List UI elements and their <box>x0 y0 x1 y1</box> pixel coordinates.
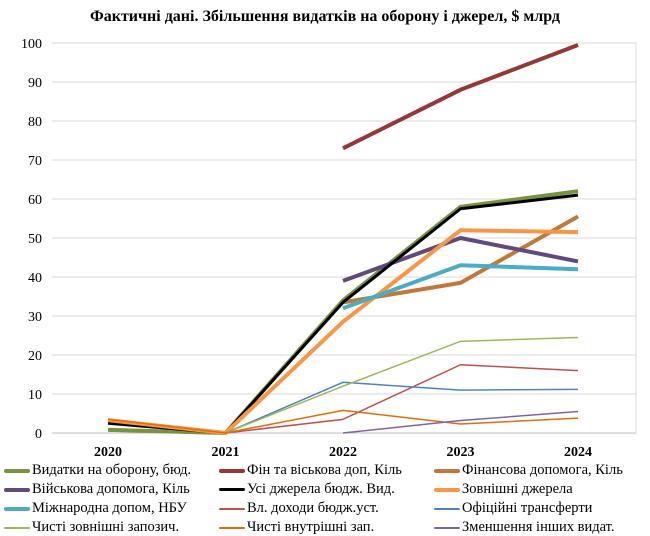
series-line-5 <box>107 228 579 435</box>
legend-item: Видатки на оборону, бюд. <box>4 462 219 479</box>
series-line-0 <box>107 189 579 435</box>
y-tick-label: 40 <box>28 271 42 286</box>
y-tick-label: 80 <box>28 115 42 130</box>
legend-swatch <box>434 487 460 492</box>
y-tick-label: 90 <box>28 76 42 91</box>
series-line-9 <box>225 336 579 434</box>
legend-item: Фінансова допомога, Кіль <box>434 462 650 479</box>
series-line-3 <box>342 236 579 283</box>
legend-swatch <box>219 507 245 510</box>
series-line-10 <box>107 409 579 434</box>
legend-label: Фін та віськова доп, Кіль <box>247 462 402 478</box>
legend-item: Фін та віськова доп, Кіль <box>219 462 434 479</box>
legend-label: Фінансова допомога, Кіль <box>462 462 623 478</box>
series-line-7 <box>225 364 579 434</box>
series-line-6 <box>342 263 579 311</box>
series-line-11 <box>342 410 579 434</box>
legend-item: Вл. доходи бюдж.уст. <box>219 500 434 517</box>
legend-swatch <box>4 468 30 473</box>
legend-label: Офіційні трансферти <box>462 500 593 516</box>
legend-item: Міжнародна допом, НБУ <box>4 500 219 517</box>
legend-item: Військова допомога, Кіль <box>4 481 219 498</box>
legend-label: Усі джерела бюдж. Вид. <box>247 481 395 497</box>
legend-label: Міжнародна допом, НБУ <box>32 500 187 516</box>
legend-item: Усі джерела бюдж. Вид. <box>219 481 434 498</box>
chart-title: Фактичні дані. Збільшення видатків на об… <box>89 8 560 25</box>
legend-swatch <box>4 487 30 492</box>
y-tick-label: 30 <box>28 310 42 325</box>
y-tick-label: 70 <box>28 154 42 169</box>
legend-label: Вл. доходи бюдж.уст. <box>247 500 379 516</box>
legend-item: Зовнішні джерела <box>434 481 650 498</box>
x-tick-label: 2023 <box>447 445 475 460</box>
legend-swatch <box>434 507 460 510</box>
legend: Видатки на оборону, бюд. Фін та віськова … <box>4 462 650 536</box>
y-tick-label: 10 <box>28 388 42 403</box>
legend-swatch <box>434 468 460 473</box>
x-tick-label: 2021 <box>212 445 240 460</box>
legend-swatch <box>4 506 30 511</box>
y-tick-label: 20 <box>28 349 42 364</box>
legend-label: Військова допомога, Кіль <box>32 481 190 497</box>
series-line-1 <box>342 43 579 151</box>
series-line-8 <box>225 381 579 434</box>
x-tick-label: 2024 <box>564 445 592 460</box>
y-tick-label: 100 <box>21 37 42 52</box>
legend-item: Офіційні трансферти <box>434 500 650 517</box>
legend-label: Видатки на оборону, бюд. <box>32 462 192 478</box>
y-tick-label: 0 <box>35 427 42 442</box>
legend-label: Зовнішні джерела <box>462 481 573 497</box>
y-tick-label: 50 <box>28 232 42 247</box>
x-tick-label: 2022 <box>329 445 357 460</box>
y-tick-label: 60 <box>28 193 42 208</box>
x-tick-label: 2020 <box>94 445 122 460</box>
legend-swatch <box>219 468 245 473</box>
legend-swatch <box>219 488 245 491</box>
